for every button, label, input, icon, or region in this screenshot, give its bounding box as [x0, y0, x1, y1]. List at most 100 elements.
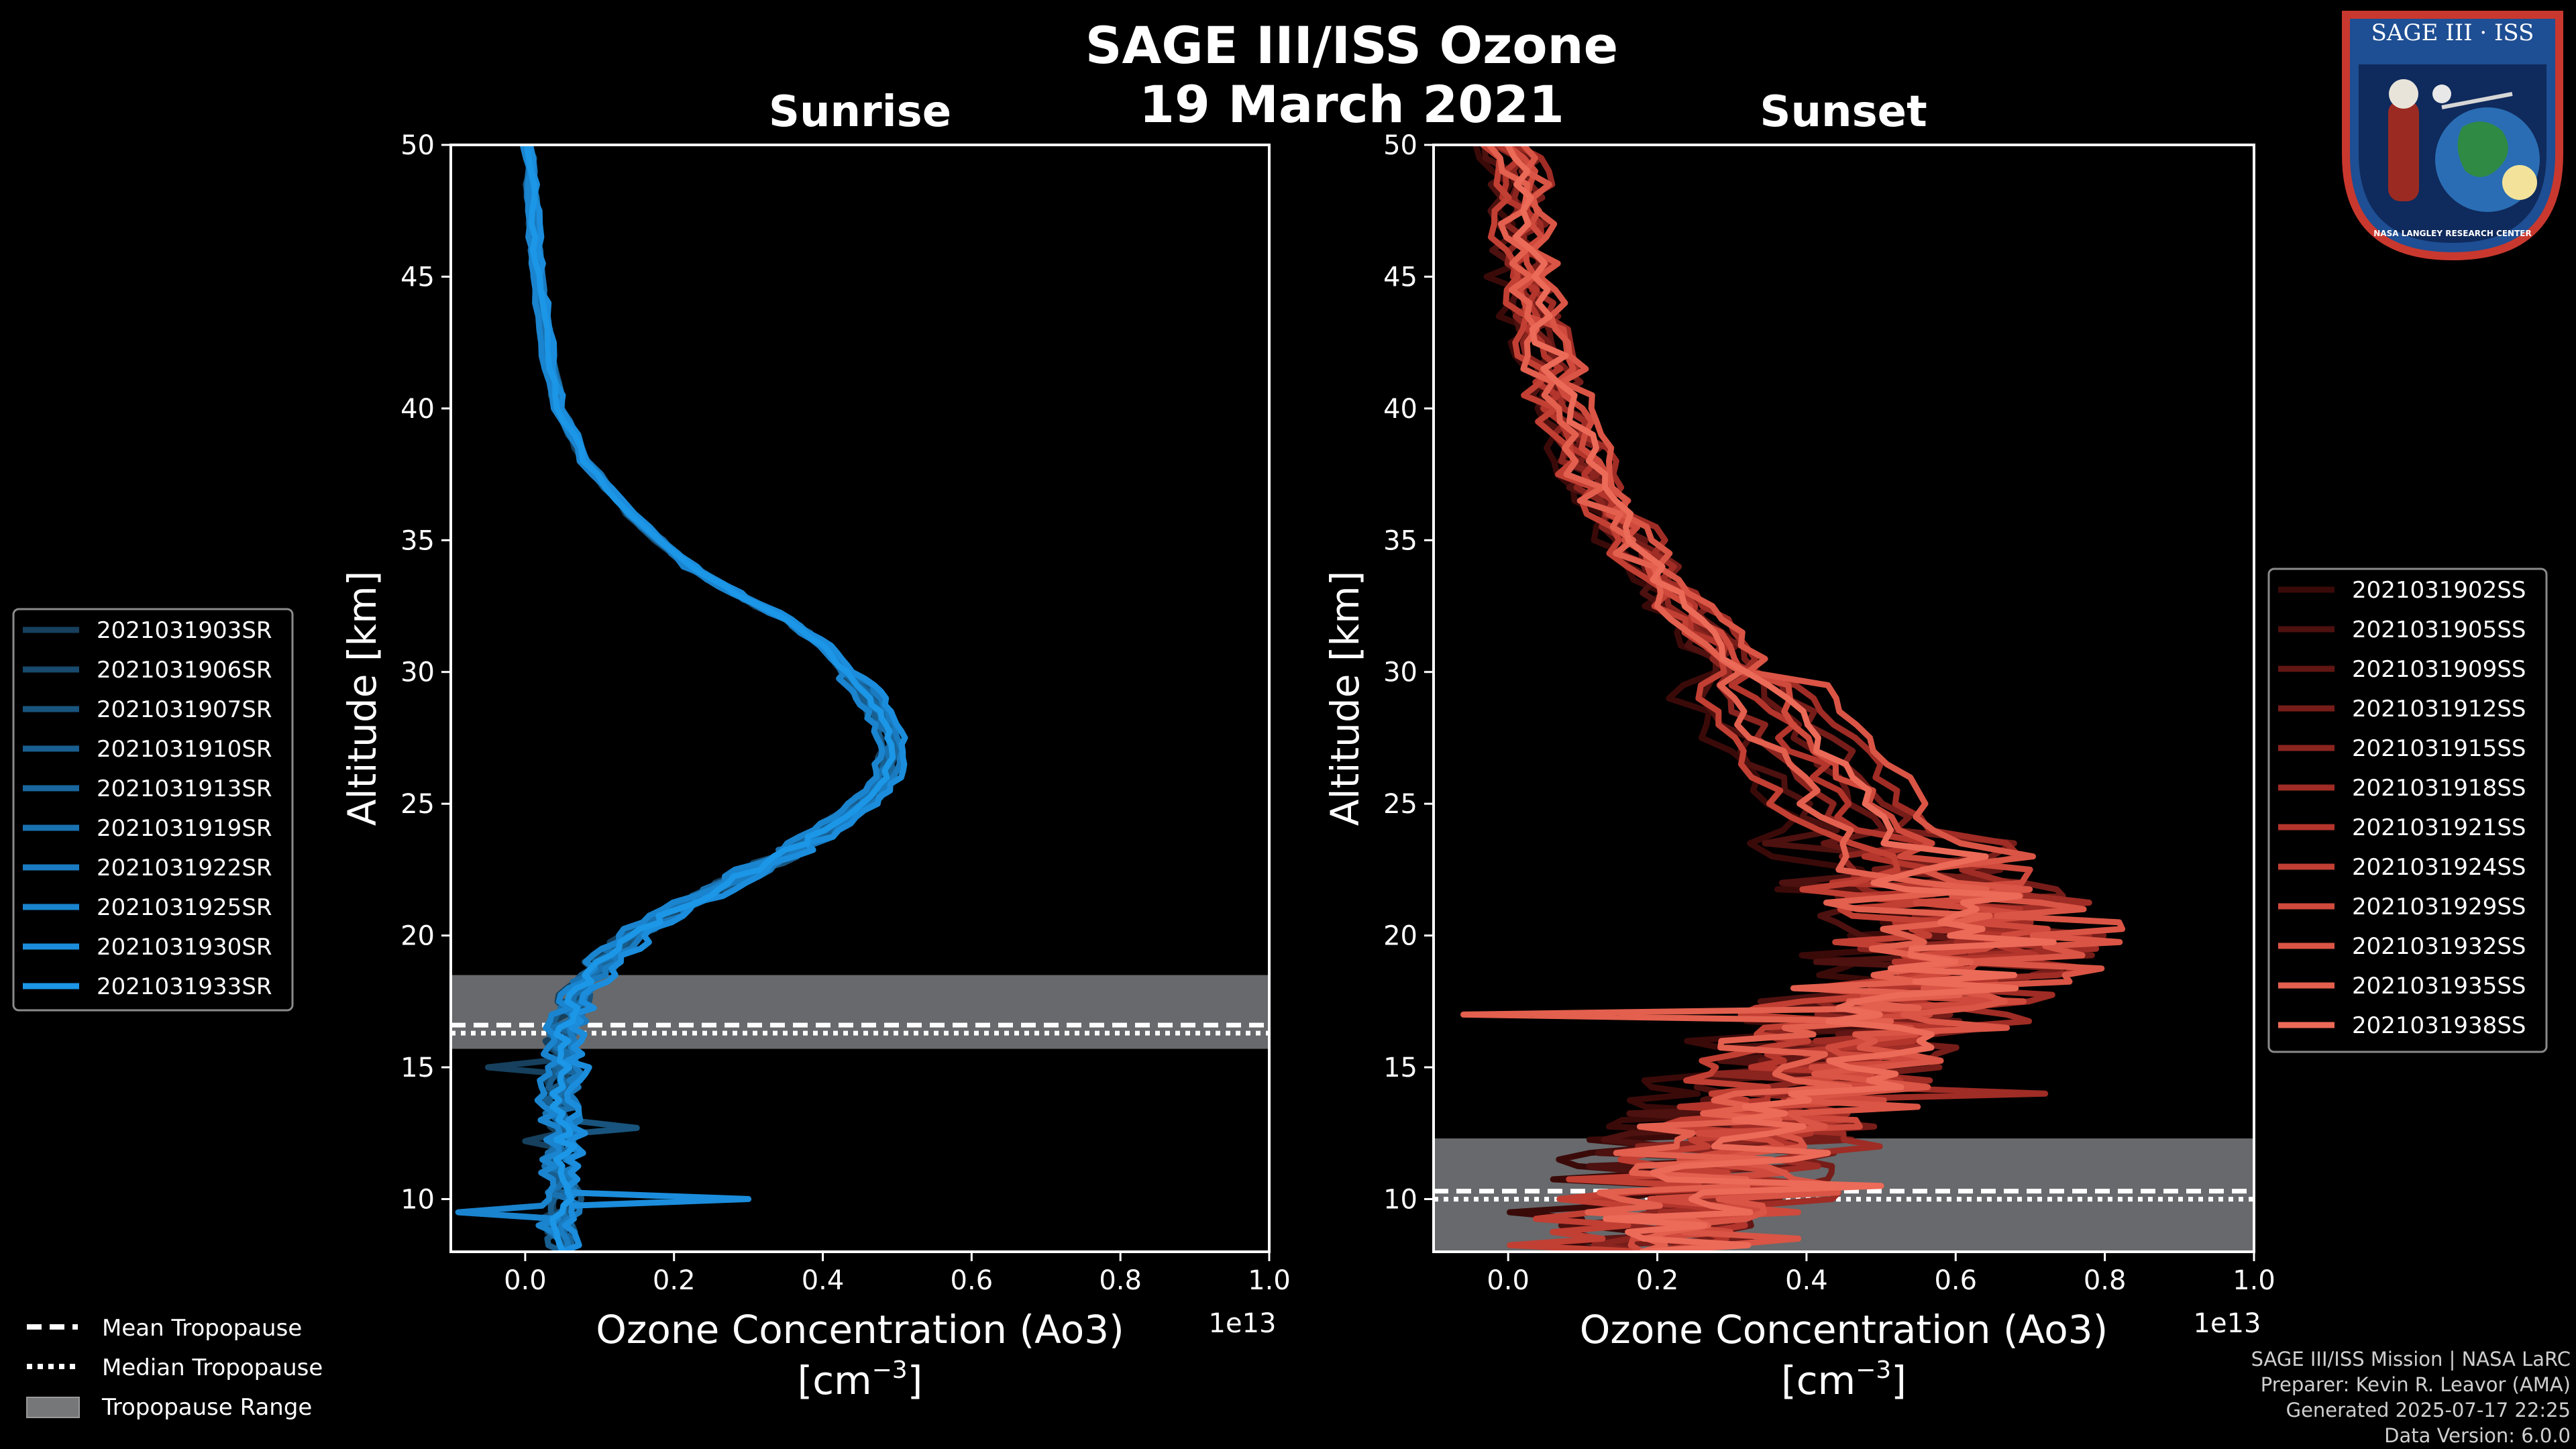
mean-tropopause-label: Mean Tropopause: [102, 1315, 302, 1342]
y-tick-label: 20: [1383, 921, 1417, 952]
x-tick-label: 0.0: [504, 1265, 547, 1296]
legend-box: [12, 608, 294, 1012]
y-tick-label: 25: [400, 789, 435, 820]
x-axis-unit-base: [cm: [1781, 1358, 1856, 1403]
y-tick-label: 30: [400, 657, 435, 688]
y-tick-label: 35: [400, 525, 435, 556]
y-axis-label: Altitude [km]: [339, 571, 385, 826]
legend-label-2021031929SS: 2021031929SS: [2352, 894, 2526, 920]
profile-line-2021031922SR: [527, 145, 906, 1252]
y-tick-label: 10: [1383, 1184, 1417, 1215]
y-tick-label: 50: [1383, 130, 1417, 161]
median-tropopause-label: Median Tropopause: [102, 1354, 323, 1381]
logo-figure-icon: [2388, 101, 2419, 201]
profile-line-2021031935SS: [1460, 145, 1993, 1252]
credit-mission: SAGE III/ISS Mission | NASA LaRC: [2251, 1348, 2571, 1371]
profile-line-2021031933SR: [523, 145, 896, 1252]
x-tick-label: 0.6: [951, 1265, 994, 1296]
sage-iii-iss-logo: SAGE III · ISS NASA LANGLEY RESEARCH CEN…: [2342, 11, 2563, 261]
axes-frame: [449, 144, 1271, 1253]
profile-line-2021031906SR: [523, 145, 898, 1252]
logo-caption: NASA LANGLEY RESEARCH CENTER: [2373, 229, 2531, 238]
y-tick-label: 35: [1383, 525, 1417, 556]
y-tick-label: 15: [400, 1053, 435, 1083]
x-tick-label: 0.8: [2084, 1265, 2127, 1296]
legend-label-2021031922SR: 2021031922SR: [97, 855, 272, 881]
legend-label-2021031925SR: 2021031925SR: [97, 894, 272, 921]
y-tick-label: 40: [400, 394, 435, 425]
sunrise-legend: 2021031903SR 2021031906SR 2021031907SR 2021…: [12, 608, 294, 1012]
legend-label-2021031919SR: 2021031919SR: [97, 815, 272, 842]
legend-label-2021031912SS: 2021031912SS: [2352, 696, 2526, 722]
logo-sun-icon: [2502, 165, 2537, 200]
x-axis-unit-exponent: −3: [1856, 1356, 1891, 1384]
x-axis-label: Ozone Concentration (Ao3): [1580, 1307, 2108, 1352]
legend-label-2021031907SR: 2021031907SR: [97, 696, 272, 723]
profile-lines: [1460, 145, 2126, 1252]
legend-label-2021031918SS: 2021031918SS: [2352, 775, 2526, 802]
legend-label-2021031935SS: 2021031935SS: [2352, 973, 2526, 1000]
profile-line-2021031930SR: [527, 145, 908, 1252]
x-axis-unit-base: [cm: [798, 1358, 872, 1403]
x-tick-label: 1.0: [1248, 1265, 1291, 1296]
x-offset-label: 1e13: [1209, 1308, 1277, 1339]
y-tick-label: 40: [1383, 394, 1417, 425]
legend-label-2021031938SS: 2021031938SS: [2352, 1012, 2526, 1039]
sunset-panel: 10 15 20 25 30 35 40 45 50 0.0 0.2 0.4 0.6 0.8 1.0 1e13…: [1322, 87, 2275, 1403]
logo-title-iss: ISS: [2494, 19, 2534, 46]
logo-continent-icon: [2457, 121, 2508, 177]
credits: SAGE III/ISS Mission | NASA LaRC Prepare…: [2251, 1348, 2571, 1447]
y-axis-label: Altitude [km]: [1322, 571, 1368, 826]
legend-label-2021031903SR: 2021031903SR: [97, 617, 272, 644]
logo-title: SAGE III · ISS: [2371, 19, 2534, 46]
legend-label-2021031915SS: 2021031915SS: [2352, 735, 2526, 762]
legend-label-2021031913SR: 2021031913SR: [97, 775, 272, 802]
tropopause-range-swatch: [26, 1397, 80, 1418]
legend-label-2021031909SS: 2021031909SS: [2352, 656, 2526, 683]
credit-generated: Generated 2025-07-17 22:25: [2286, 1399, 2571, 1421]
legend-label-2021031902SS: 2021031902SS: [2352, 577, 2526, 604]
logo-station-icon: [2441, 92, 2513, 109]
y-tick-label: 30: [1383, 657, 1417, 688]
legend-label-2021031924SS: 2021031924SS: [2352, 854, 2526, 881]
credit-data-version: Data Version: 6.0.0: [2384, 1424, 2571, 1447]
x-axis-unit-close: ]: [908, 1358, 923, 1403]
figure-title-line2: 19 March 2021: [1139, 74, 1564, 134]
tropopause-legend: Mean Tropopause Median Tropopause Tropop…: [26, 1315, 323, 1421]
panel-title: Sunset: [1760, 87, 1927, 137]
profile-line-2021031925SR: [455, 145, 885, 1252]
y-tick-label: 15: [1383, 1053, 1417, 1083]
x-tick-label: 0.8: [1099, 1265, 1142, 1296]
profile-line-2021031913SR: [524, 145, 900, 1252]
figure-title-line1: SAGE III/ISS Ozone: [1085, 15, 1618, 75]
x-tick-label: 0.4: [802, 1265, 845, 1296]
logo-figure-head-icon: [2389, 79, 2418, 109]
profile-line-2021031932SS: [1520, 145, 2126, 1252]
legend-label-2021031905SS: 2021031905SS: [2352, 616, 2526, 643]
y-tick-label: 45: [1383, 262, 1417, 292]
x-axis-unit-close: ]: [1891, 1358, 1907, 1403]
legend-label-2021031906SR: 2021031906SR: [97, 657, 272, 684]
profile-line-2021031924SS: [1480, 145, 1966, 1252]
sunset-legend: 2021031902SS 2021031905SS 2021031909SS 2021…: [2267, 568, 2548, 1053]
x-axis-unit: [cm−3]: [798, 1356, 923, 1403]
panel-title: Sunrise: [769, 87, 951, 137]
profile-line-2021031907SR: [525, 145, 901, 1252]
sunrise-panel: 10 15 20 25 30 35 40 45 50 0.0 0.2 0.4 0.6 0.8 1.0 1e13…: [339, 87, 1291, 1403]
logo-title-sage: SAGE III: [2371, 19, 2473, 46]
x-tick-label: 1.0: [2233, 1265, 2275, 1296]
y-tick-label: 20: [400, 921, 435, 952]
y-tick-label: 25: [1383, 789, 1417, 820]
x-axis-unit: [cm−3]: [1781, 1356, 1907, 1403]
x-tick-label: 0.6: [1934, 1265, 1977, 1296]
x-offset-label: 1e13: [2194, 1308, 2261, 1339]
logo-moon-icon: [2432, 85, 2451, 103]
credit-preparer: Preparer: Kevin R. Leavor (AMA): [2261, 1373, 2571, 1396]
y-tick-label: 10: [400, 1184, 435, 1215]
axes-frame: [1432, 144, 2255, 1253]
legend-label-2021031932SS: 2021031932SS: [2352, 933, 2526, 960]
y-tick-label: 50: [400, 130, 435, 161]
x-axis-unit-exponent: −3: [872, 1356, 908, 1384]
profile-lines: [455, 145, 908, 1252]
